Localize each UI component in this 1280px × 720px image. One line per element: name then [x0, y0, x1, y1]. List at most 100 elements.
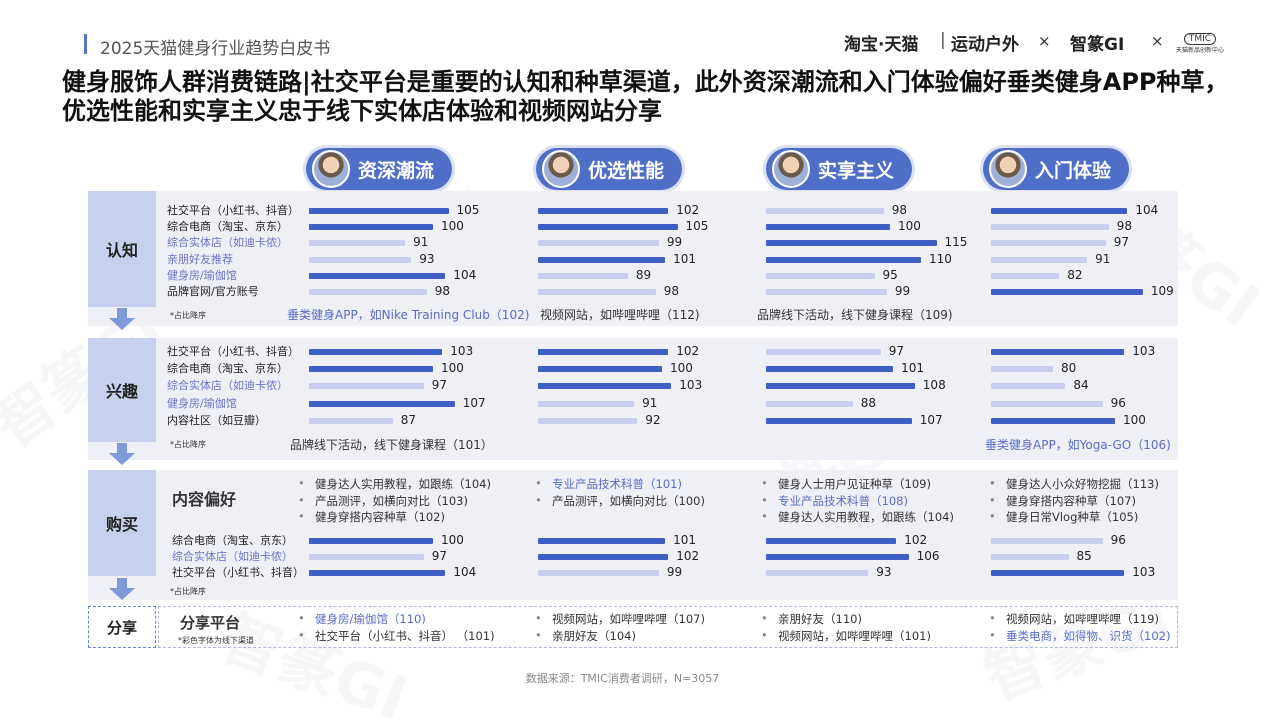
value-label: 91	[1095, 251, 1111, 266]
bar	[309, 289, 427, 295]
bar	[538, 289, 656, 295]
sort-note: *占比降序	[170, 440, 206, 449]
bar	[538, 240, 659, 247]
value-label: 104	[1135, 203, 1159, 217]
category-label: 社交平台（小红书、抖音）	[167, 345, 299, 358]
bar	[309, 349, 443, 355]
value-label: 109	[1150, 284, 1174, 298]
stage-interest: 兴趣	[88, 338, 156, 442]
value-label: 84	[1073, 378, 1089, 393]
bar	[766, 383, 915, 390]
value-label: 102	[904, 533, 928, 547]
content-preference-item: 产品测评，如横向对比（103)	[298, 493, 468, 509]
page-title: 健身服饰人群消费链路|社交平台是重要的认知和种草渠道，此外资深潮流和入门体验偏好…	[62, 68, 1229, 125]
sort-note: *占比降序	[170, 587, 206, 596]
extra-channel-label: 品牌线下活动，线下健身课程（109)	[757, 308, 953, 322]
bar	[309, 383, 424, 390]
bar	[991, 224, 1109, 231]
bar	[766, 240, 937, 247]
value-label: 87	[400, 412, 416, 427]
share-platform-item: 社交平台（小红书、抖音） （101)	[298, 628, 495, 644]
bar	[538, 208, 669, 214]
category-label: 社交平台（小红书、抖音）	[172, 566, 304, 580]
bar	[766, 256, 921, 263]
bar	[991, 349, 1125, 355]
value-label: 99	[894, 284, 911, 298]
bar	[538, 349, 669, 355]
value-label: 115	[944, 235, 968, 250]
bar	[991, 554, 1069, 561]
content-preference-item: 健身达人实用教程，如跟练（104)	[298, 476, 491, 492]
value-label: 82	[1067, 267, 1083, 282]
value-label: 101	[673, 251, 696, 266]
bar	[309, 400, 455, 407]
persona-avatar-icon	[312, 150, 350, 188]
bar	[766, 272, 875, 279]
share-platform-heading: 分享平台	[180, 614, 241, 632]
down-arrow-icon	[109, 308, 135, 330]
segment-label: 入门体验	[1035, 159, 1112, 182]
value-label: 100	[670, 361, 693, 376]
bar	[991, 570, 1125, 577]
value-label: 105	[685, 219, 709, 234]
brand-separator: |	[940, 30, 946, 50]
segment-pill-practical: 实享主义	[766, 148, 912, 190]
category-label: 亲朋好友推荐	[167, 252, 233, 266]
value-label: 97	[431, 378, 447, 393]
bar	[309, 554, 424, 561]
sport-outdoor-logo: 运动户外	[951, 35, 1019, 55]
zhizhuan-gi-logo: 智篆GI	[1070, 35, 1125, 55]
value-label: 96	[1110, 533, 1126, 547]
bar	[538, 272, 628, 279]
content-preference-item: 产品测评，如横向对比（100)	[535, 493, 705, 509]
value-label: 97	[431, 549, 447, 564]
share-platform-item: 视频网站，如哔哩哔哩（101)	[761, 628, 931, 644]
bar	[766, 538, 897, 544]
bar	[991, 383, 1066, 390]
share-platform-item: 健身房/瑜伽馆（110)	[298, 611, 426, 627]
extra-channel-label: 品牌线下活动，线下健身课程（101）	[290, 438, 493, 452]
value-label: 93	[419, 251, 435, 266]
times-icon: ×	[1151, 32, 1164, 50]
category-label: 综合电商（淘宝、京东）	[172, 534, 293, 547]
bar	[991, 289, 1143, 295]
bar	[991, 240, 1106, 247]
value-label: 103	[679, 378, 703, 393]
color-legend-note: *彩色字体为线下渠道	[178, 636, 254, 645]
times-icon: ×	[1038, 32, 1051, 50]
bar	[538, 383, 672, 390]
bar	[991, 417, 1115, 424]
tmic-logo-mark: TMIC	[1183, 33, 1217, 45]
share-platform-item: 视频网站，如哔哩哔哩（107)	[535, 611, 705, 627]
category-label: 社交平台（小红书、抖音）	[167, 204, 299, 217]
value-label: 92	[645, 412, 661, 427]
bar	[309, 224, 433, 231]
bar	[766, 224, 890, 231]
value-label: 101	[673, 533, 696, 547]
value-label: 103	[1132, 344, 1156, 358]
bar	[309, 272, 446, 279]
bar	[309, 570, 446, 577]
bar	[766, 400, 853, 407]
share-platform-item: 垂类电商，如得物、识货（102)	[989, 628, 1170, 644]
value-label: 110	[929, 251, 952, 266]
content-preference-item: 健身人士用户见证种草（109)	[761, 476, 931, 492]
extra-channel-label: 垂类健身APP，如Nike Training Club（102)	[287, 308, 530, 322]
value-label: 100	[441, 361, 464, 376]
bar	[766, 289, 887, 295]
content-preference-item: 健身穿搭内容种草（102)	[298, 509, 445, 525]
segment-label: 优选性能	[588, 159, 665, 182]
report-title: 2025天猫健身行业趋势白皮书	[100, 39, 331, 59]
bar	[538, 570, 659, 577]
value-label: 89	[635, 267, 652, 282]
category-label: 品牌官网/官方账号	[167, 285, 259, 298]
down-arrow-icon	[109, 443, 135, 465]
bar	[309, 538, 433, 544]
category-label: 内容社区（如豆瓣）	[167, 413, 266, 427]
share-platform-item: 视频网站，如哔哩哔哩（119)	[989, 611, 1159, 627]
bar	[991, 538, 1103, 544]
segment-label: 资深潮流	[358, 159, 435, 182]
bar	[991, 400, 1103, 407]
share-band	[158, 606, 1178, 648]
bar	[766, 570, 869, 577]
